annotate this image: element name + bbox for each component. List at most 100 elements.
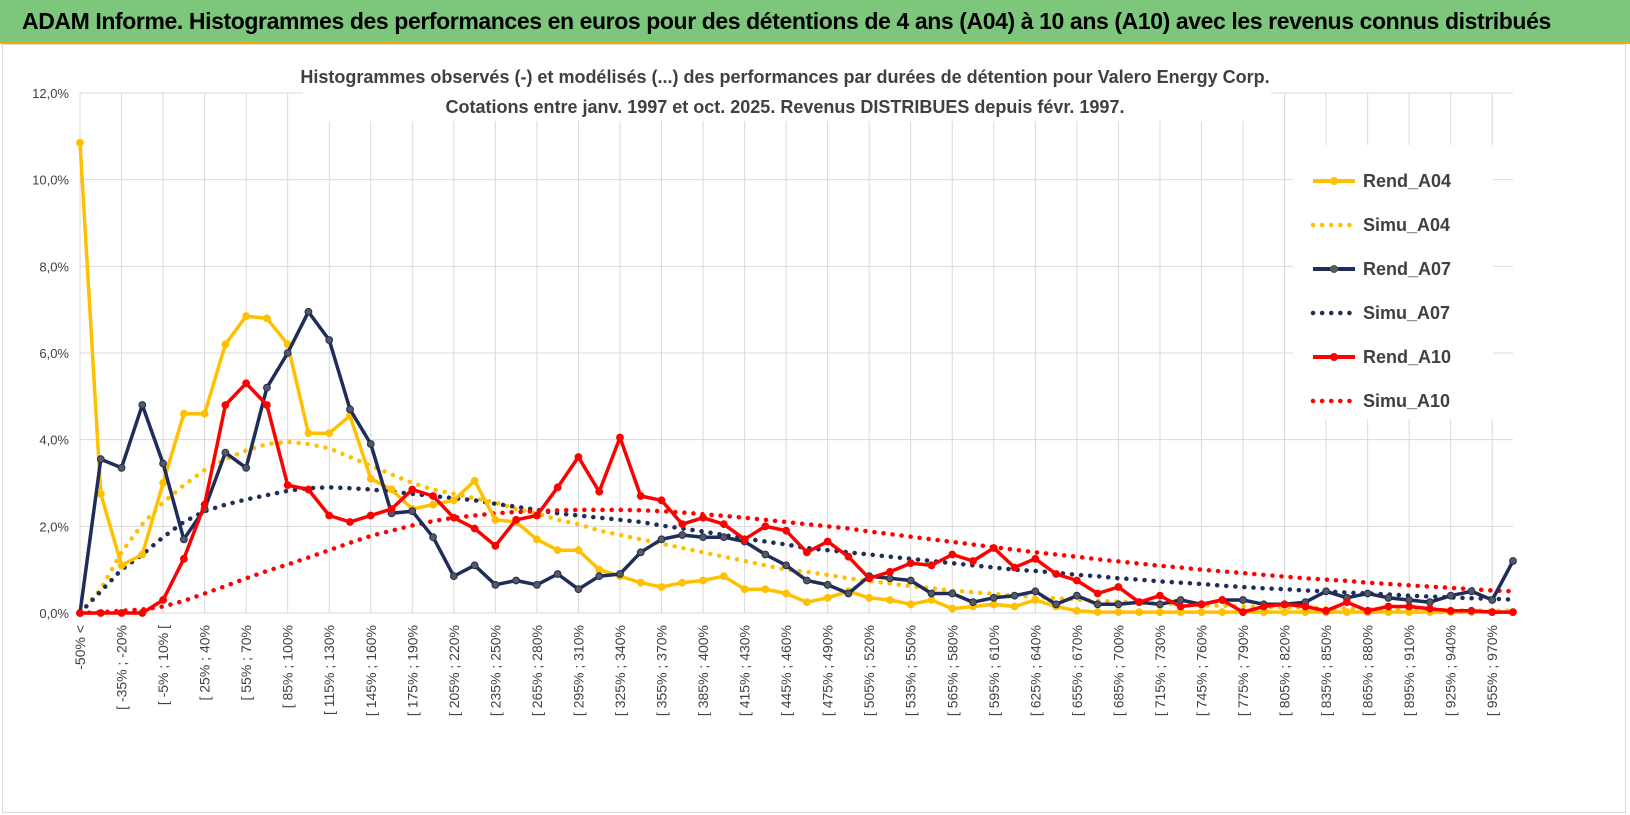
data-point: [574, 453, 583, 461]
data-point: [1093, 589, 1102, 598]
data-point: [366, 474, 375, 483]
legend-label: Rend_A04: [1363, 171, 1451, 191]
series-line: [77, 507, 1516, 616]
x-tick-label: [ 85% ; 100%: [280, 625, 296, 708]
data-point: [906, 576, 915, 585]
data-point: [699, 513, 707, 522]
data-point: [470, 524, 479, 533]
x-tick-label: [ 565% ; 580%: [944, 625, 960, 716]
data-point: [138, 550, 147, 559]
series-simu-a07: [77, 485, 1516, 616]
x-tick-label: [ 325% ; 340%: [612, 625, 628, 716]
y-tick-label: 10,0%: [32, 173, 69, 188]
data-point: [408, 507, 417, 516]
data-point: [76, 138, 84, 147]
x-tick-label: [ 205% ; 220%: [446, 625, 462, 716]
report-title: ADAM Informe. Histogrammes des performan…: [22, 8, 1551, 34]
data-point: [491, 515, 500, 524]
legend-item: Simu_A07: [1310, 303, 1450, 323]
data-point: [117, 609, 126, 617]
data-point: [948, 550, 957, 559]
series-simu-a04: [77, 439, 1516, 616]
x-tick-label: [ 655% ; 670%: [1069, 625, 1085, 716]
data-point: [595, 572, 604, 581]
data-point: [1322, 587, 1330, 596]
data-point: [678, 531, 687, 539]
data-point: [1114, 600, 1123, 609]
data-point: [1342, 608, 1351, 617]
data-point: [886, 567, 894, 576]
data-point: [782, 526, 791, 535]
legend-item: Rend_A04: [1313, 171, 1451, 191]
data-point: [325, 429, 334, 438]
data-point: [553, 570, 562, 578]
data-point: [512, 576, 521, 585]
title-background: [303, 59, 1271, 121]
x-tick-label: [ 925% ; 940%: [1443, 625, 1459, 716]
series-rend-a10: [76, 379, 1517, 617]
x-tick-label: [ 355% ; 370%: [654, 625, 670, 716]
data-point: [117, 561, 126, 570]
data-point: [657, 535, 666, 544]
data-point: [574, 546, 583, 555]
legend-marker: [1330, 353, 1338, 361]
legend-label: Simu_A07: [1363, 303, 1450, 323]
data-point: [325, 336, 334, 344]
data-point: [1010, 563, 1019, 572]
data-point: [1280, 600, 1289, 609]
data-point: [429, 533, 437, 542]
x-tick-label: [ 685% ; 700%: [1110, 625, 1126, 716]
x-tick-label: [ 475% ; 490%: [820, 625, 836, 716]
data-point: [470, 476, 479, 485]
data-point: [76, 609, 84, 617]
data-point: [595, 565, 604, 574]
legend-marker: [1330, 265, 1338, 273]
data-point: [1197, 600, 1206, 609]
x-tick-label: [ 895% ; 910%: [1401, 625, 1417, 716]
data-point: [1176, 596, 1185, 604]
x-tick-label: -50% <: [72, 625, 88, 670]
data-point: [699, 576, 707, 585]
x-tick-label: [ 595% ; 610%: [986, 625, 1002, 716]
header-banner: ADAM Informe. Histogrammes des performan…: [0, 0, 1630, 44]
data-point: [865, 574, 874, 583]
data-point: [1384, 593, 1393, 602]
data-point: [1176, 602, 1185, 611]
data-point: [1301, 602, 1310, 611]
data-point: [719, 520, 728, 529]
data-point: [429, 500, 437, 509]
x-tick-label: [ 265% ; 280%: [529, 625, 545, 716]
x-tick-label: [ 55% ; 70%: [238, 625, 254, 701]
data-point: [491, 541, 500, 550]
x-tick-label: [ 25% ; 40%: [197, 625, 213, 701]
legend-background: [1293, 145, 1493, 419]
data-point: [449, 572, 458, 581]
data-point: [657, 583, 666, 591]
data-point: [1488, 596, 1497, 604]
data-point: [802, 576, 811, 585]
data-point: [1259, 602, 1268, 611]
data-point: [927, 589, 936, 598]
series-line: [80, 381, 1513, 615]
x-tick-label: [ 625% ; 640%: [1027, 625, 1043, 716]
data-point: [1280, 608, 1289, 617]
data-point: [1446, 591, 1455, 600]
data-point: [595, 487, 604, 496]
data-point: [138, 609, 147, 617]
data-point: [1363, 589, 1372, 598]
series-line: [77, 439, 1516, 616]
data-point: [221, 448, 230, 457]
legend-item: Simu_A04: [1310, 215, 1450, 235]
data-point: [532, 511, 541, 520]
legend-marker: [1330, 177, 1338, 185]
data-point: [823, 537, 832, 546]
data-point: [678, 578, 687, 587]
data-point: [1156, 591, 1164, 600]
data-point: [823, 580, 832, 589]
data-point: [865, 593, 874, 602]
legend: Rend_A04 Simu_A04 Rend_A07 Simu_A07 Rend_A10…: [1293, 145, 1493, 419]
data-point: [802, 598, 811, 607]
data-point: [553, 546, 562, 555]
data-point: [408, 485, 417, 494]
data-point: [1052, 600, 1061, 609]
